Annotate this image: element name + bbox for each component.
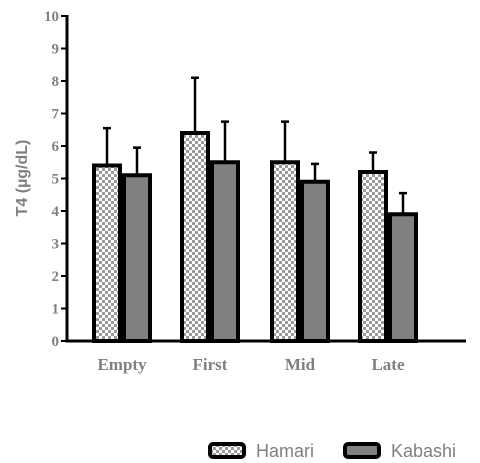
y-tick-label: 7 <box>52 107 60 123</box>
legend-label-kabashi: Kabashi <box>391 441 456 461</box>
y-tick-label: 0 <box>52 334 60 350</box>
plot-area: 0 1 2 3 4 5 6 7 8 9 10 Empty First Mid Late <box>44 9 466 374</box>
bar-hamari-first <box>180 131 210 343</box>
bar-kabashi-mid <box>300 179 330 343</box>
legend-swatch-kabashi <box>343 442 381 459</box>
bar-kabashi-first <box>210 160 240 343</box>
y-tick-label: 1 <box>52 302 60 318</box>
bar-hamari-late <box>358 170 388 343</box>
legend-swatch-hamari <box>208 442 246 459</box>
y-tick-label: 8 <box>52 74 60 90</box>
bar-kabashi-empty <box>122 173 152 343</box>
y-tick-label: 6 <box>52 139 60 155</box>
y-tick-label: 2 <box>52 269 60 285</box>
bar-kabashi-late <box>388 212 418 343</box>
y-tick-label: 3 <box>52 237 60 253</box>
y-axis-title: T4 (µg/dL) <box>14 140 31 217</box>
y-tick-label: 4 <box>52 204 60 220</box>
x-tick-label: Late <box>371 355 405 374</box>
legend-label-hamari: Hamari <box>256 441 314 461</box>
x-tick-label: Mid <box>285 355 316 374</box>
bar-hamari-mid <box>270 160 300 343</box>
y-tick-label: 10 <box>44 9 59 25</box>
bar-hamari-empty <box>92 163 122 343</box>
x-tick-label: First <box>193 355 228 374</box>
legend: Hamari Kabashi <box>208 441 456 461</box>
y-tick-label: 5 <box>52 172 60 188</box>
y-tick-label: 9 <box>52 42 60 58</box>
x-tick-label: Empty <box>97 355 147 374</box>
